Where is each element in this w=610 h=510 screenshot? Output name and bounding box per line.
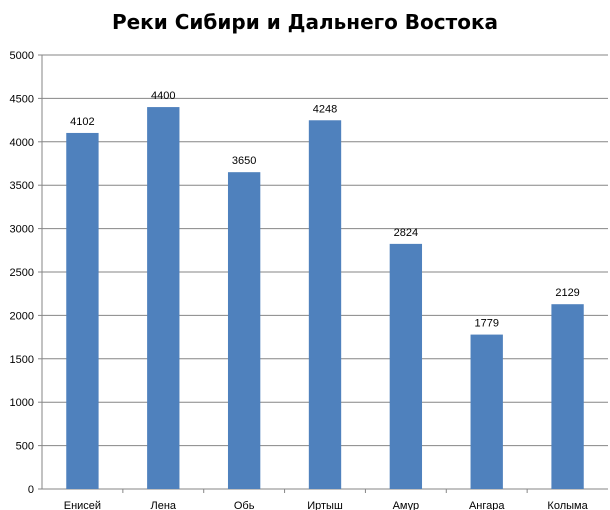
x-tick-label: Енисей: [64, 500, 101, 510]
y-tick-label: 1000: [10, 397, 34, 409]
bar: [308, 120, 342, 490]
y-tick-label: 2500: [10, 267, 34, 279]
bar: [389, 243, 423, 489]
data-label: 4248: [313, 103, 337, 115]
x-tick-label: Обь: [234, 500, 255, 510]
y-tick-label: 2000: [10, 310, 34, 322]
y-tick-label: 0: [28, 484, 34, 496]
data-label: 1779: [474, 318, 498, 330]
x-tick-label: Лена: [151, 500, 177, 510]
bar: [227, 172, 261, 489]
y-tick-label: 5000: [10, 50, 34, 62]
y-tick-label: 4000: [10, 137, 34, 149]
data-label: 4400: [151, 90, 175, 102]
chart-title: Реки Сибири и Дальнего Востока: [111, 10, 499, 34]
data-label: 4102: [70, 116, 94, 128]
y-tick-label: 1500: [10, 354, 34, 366]
y-tick-label: 3500: [10, 180, 34, 192]
data-label: 2824: [394, 227, 418, 239]
x-tick-label: Колыма: [547, 500, 588, 510]
bar: [147, 107, 180, 489]
bar: [66, 132, 99, 489]
y-tick-label: 500: [16, 441, 34, 453]
y-tick-label: 3000: [10, 224, 34, 236]
bar: [551, 304, 584, 489]
x-tick-label: Амур: [393, 500, 420, 510]
x-tick-label: Ангара: [469, 500, 505, 510]
data-label: 2129: [555, 287, 579, 299]
y-tick-label: 4500: [10, 93, 34, 105]
bar: [470, 334, 503, 489]
x-tick-label: Иртыш: [307, 500, 343, 510]
data-label: 3650: [232, 155, 256, 167]
